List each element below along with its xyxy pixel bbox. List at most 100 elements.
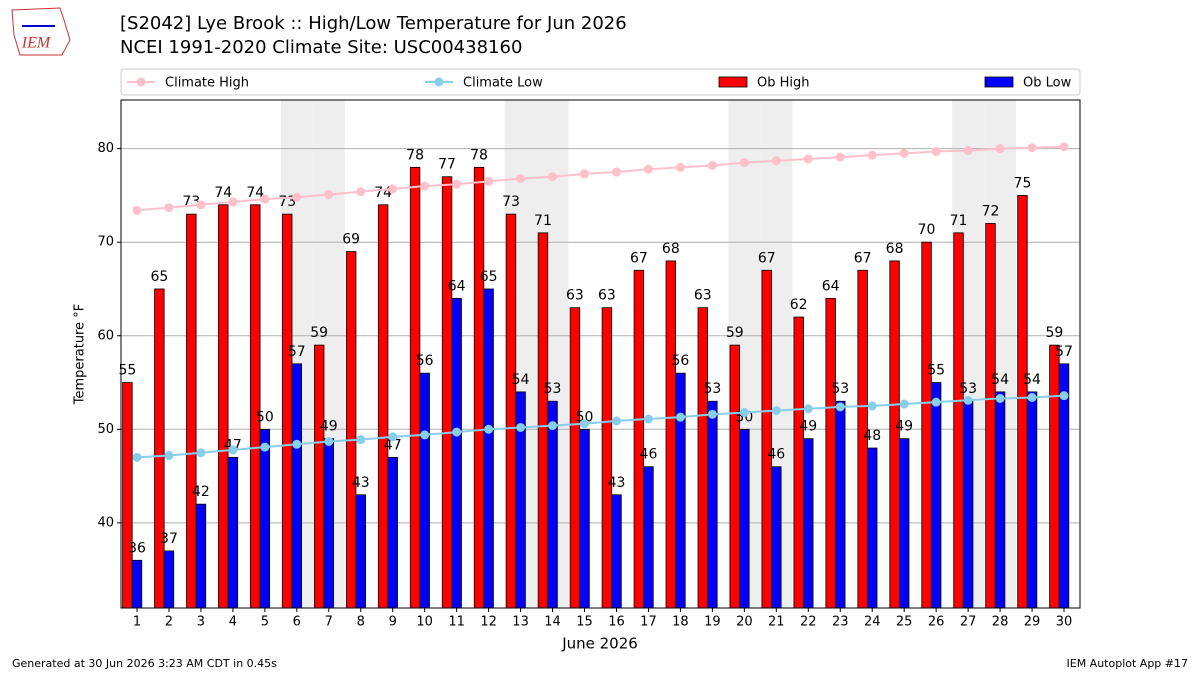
line-point [867, 401, 877, 411]
bar [323, 438, 334, 609]
bar [601, 307, 613, 609]
data-label: 71 [534, 213, 552, 229]
bar [643, 466, 654, 609]
data-label: 65 [480, 269, 498, 285]
data-label: 65 [150, 269, 168, 285]
data-label: 50 [576, 409, 594, 425]
line-point [260, 194, 270, 204]
x-tick-label: 9 [389, 615, 397, 630]
bar [793, 316, 804, 609]
bar [154, 288, 165, 609]
x-tick-label: 16 [608, 615, 625, 630]
x-axis-label: June 2026 [561, 635, 638, 653]
bar [473, 166, 485, 609]
x-tick-label: 14 [544, 615, 561, 630]
line-point [516, 174, 526, 184]
line-point [675, 162, 685, 172]
line-point [675, 412, 685, 422]
data-label: 69 [342, 232, 360, 248]
data-label: 43 [352, 475, 370, 491]
bar [345, 251, 357, 609]
data-label: 74 [246, 185, 264, 201]
line-point [548, 421, 558, 431]
bar [547, 400, 558, 609]
bar [835, 400, 846, 609]
data-label: 63 [566, 288, 584, 304]
footer-right: IEM Autoplot App #17 [1067, 657, 1189, 670]
line-point [260, 442, 270, 452]
data-label: 43 [608, 475, 626, 491]
line-point [1027, 143, 1037, 153]
bar [186, 213, 197, 609]
data-label: 78 [406, 147, 424, 163]
line-point [931, 146, 941, 156]
data-label: 67 [758, 250, 776, 266]
line-point [356, 187, 366, 197]
x-tick-label: 15 [576, 615, 593, 630]
bar [313, 344, 325, 609]
data-label: 55 [118, 363, 136, 379]
data-label: 63 [694, 288, 712, 304]
legend-label: Ob High [757, 76, 810, 91]
bar [675, 372, 686, 609]
data-label: 64 [822, 278, 840, 294]
bar [441, 176, 453, 609]
bar [282, 213, 293, 609]
data-label: 68 [662, 241, 680, 257]
logo: IEM [11, 7, 71, 56]
bar [697, 307, 708, 609]
line-point [420, 430, 430, 440]
data-label: 46 [640, 447, 658, 463]
data-label: 37 [160, 531, 178, 547]
bar [633, 269, 645, 609]
x-tick-label: 17 [640, 615, 657, 630]
data-label: 48 [863, 428, 881, 444]
data-label: 50 [256, 409, 274, 425]
line-point [995, 144, 1005, 154]
line-point [707, 409, 717, 419]
data-label: 77 [438, 157, 456, 173]
x-tick-label: 12 [480, 615, 497, 630]
legend-box [120, 68, 1081, 96]
bar [739, 428, 750, 609]
line-point [292, 439, 302, 449]
line-point [228, 197, 238, 207]
line-point [739, 407, 749, 417]
line-point [995, 393, 1005, 403]
data-label: 36 [128, 540, 146, 556]
bar [579, 428, 590, 609]
data-label: 49 [799, 419, 817, 435]
data-label: 71 [950, 213, 968, 229]
line-point [963, 146, 973, 156]
x-tick-label: 18 [672, 615, 689, 630]
bar [761, 269, 772, 609]
legend-marker [434, 77, 444, 87]
bar [227, 456, 239, 609]
data-label: 67 [630, 250, 648, 266]
data-label: 59 [726, 325, 744, 341]
data-label: 73 [502, 194, 520, 210]
bar [953, 232, 964, 609]
bar [131, 559, 143, 609]
line-point [643, 164, 653, 174]
bar [867, 447, 878, 609]
bar [291, 363, 303, 609]
x-tick-label: 21 [768, 615, 785, 630]
bar [537, 232, 549, 609]
data-label: 54 [512, 372, 530, 388]
data-label: 56 [672, 353, 690, 369]
line-point [580, 419, 590, 429]
bar [771, 466, 782, 609]
x-tick-label: 27 [960, 615, 977, 630]
x-tick-label: 19 [704, 615, 721, 630]
line-point [132, 452, 142, 462]
line-point [899, 148, 909, 158]
bar [962, 400, 974, 609]
x-tick-label: 26 [928, 615, 945, 630]
bar [419, 372, 430, 609]
chart-subtitle: NCEI 1991-2020 Climate Site: USC00438160 [120, 37, 522, 58]
line-point [164, 451, 174, 461]
line-point [867, 150, 877, 160]
data-label: 53 [959, 381, 977, 397]
bar [985, 223, 996, 609]
